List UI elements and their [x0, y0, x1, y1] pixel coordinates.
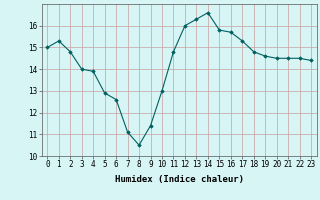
X-axis label: Humidex (Indice chaleur): Humidex (Indice chaleur): [115, 175, 244, 184]
